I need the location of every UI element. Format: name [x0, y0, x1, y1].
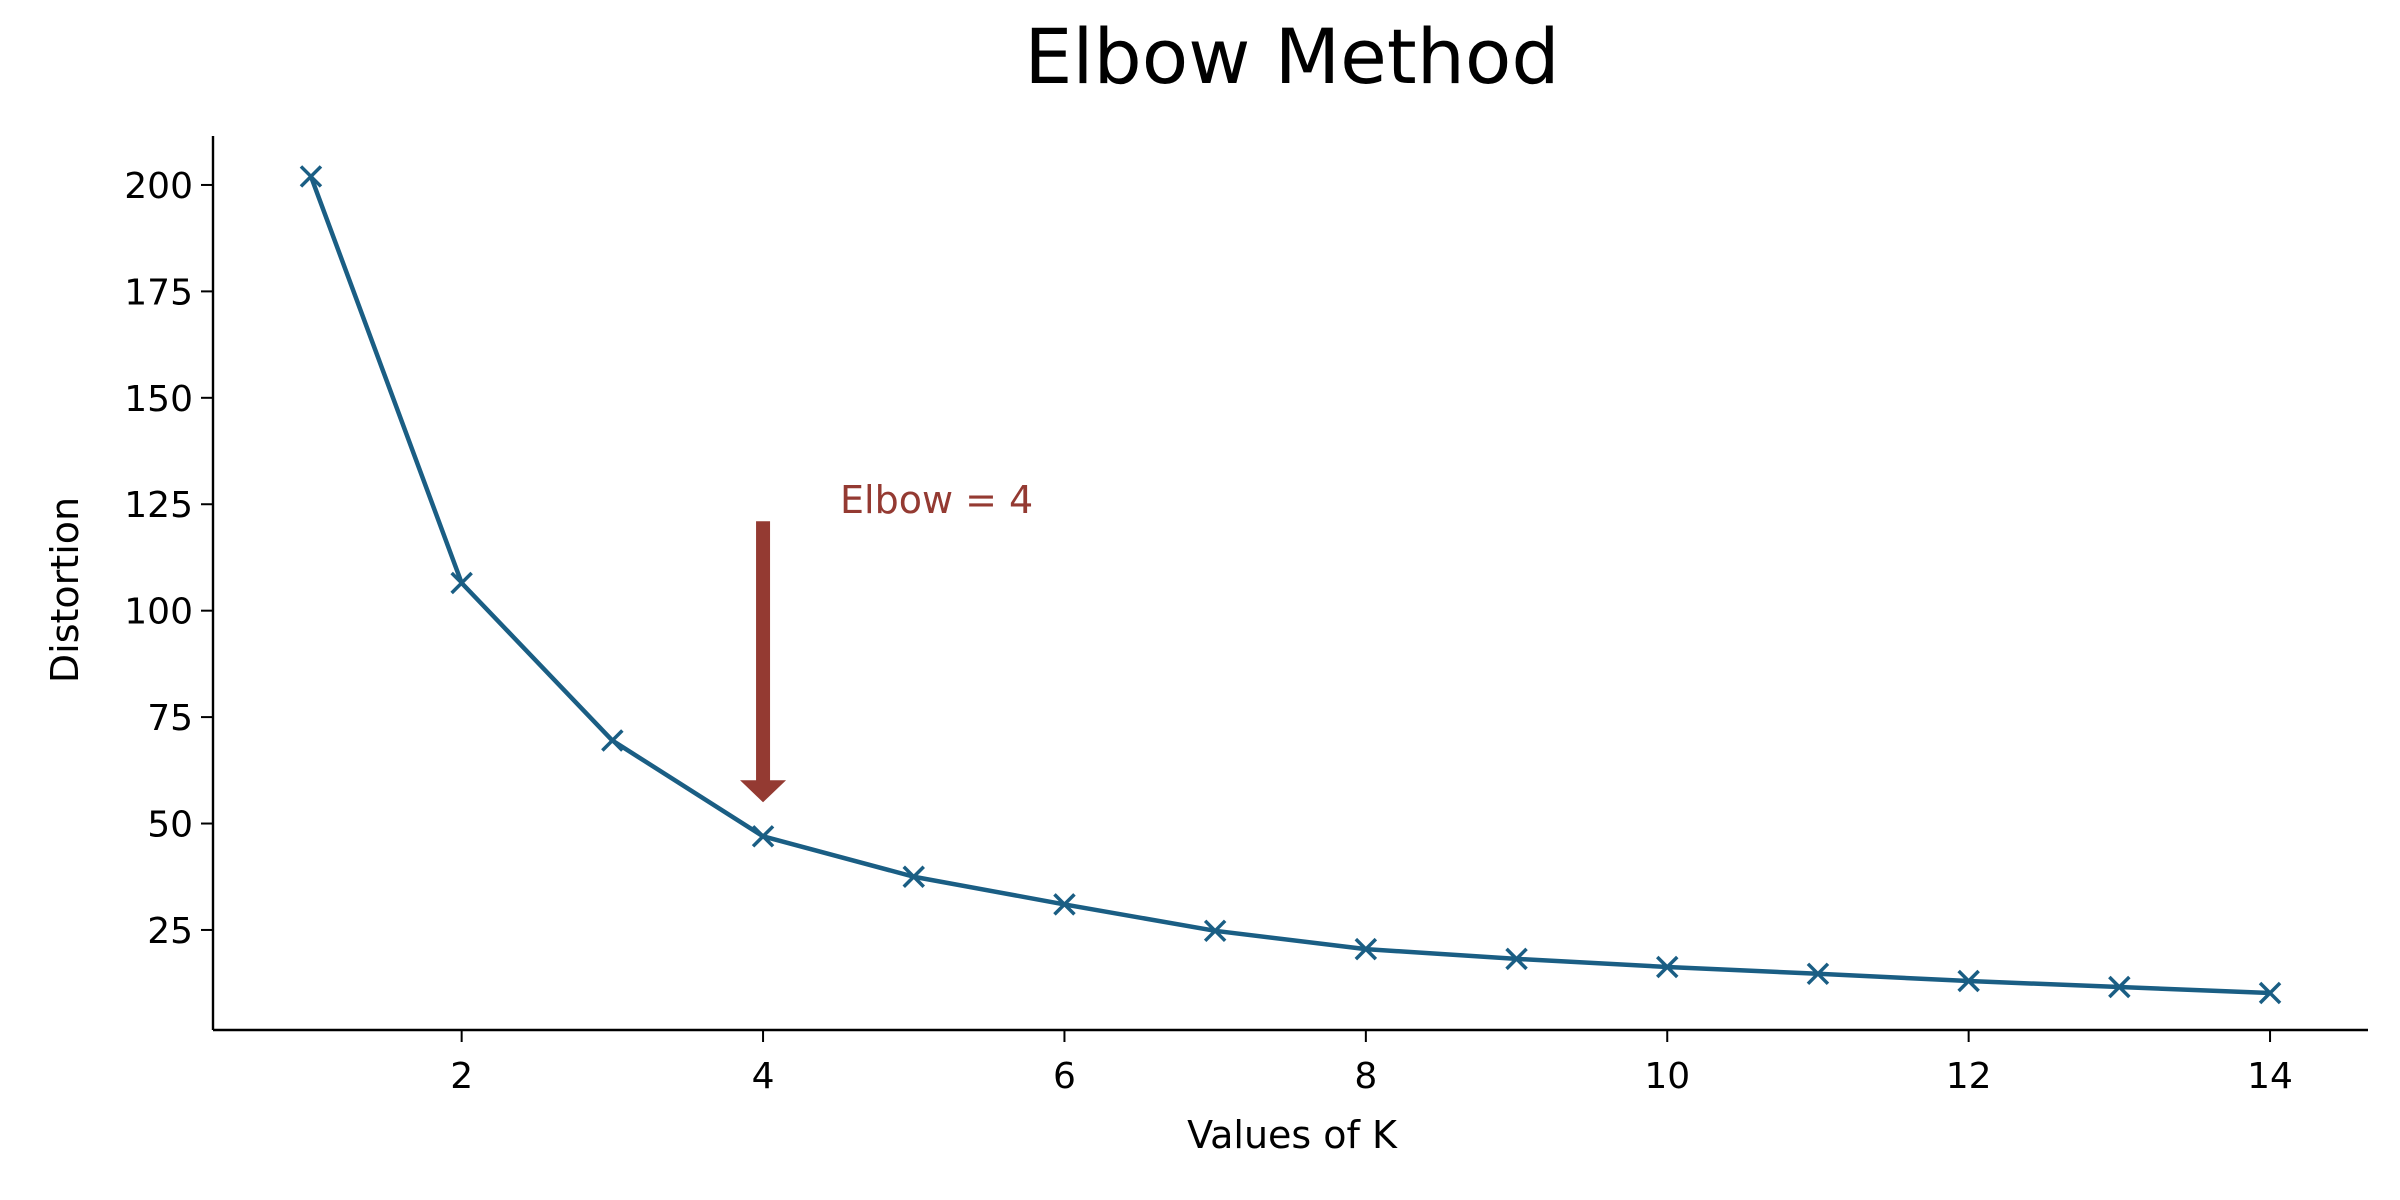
data-point-marker	[450, 571, 473, 595]
annotation: Elbow = 4	[740, 478, 1033, 803]
x-tick-label: 6	[1053, 1056, 1076, 1097]
x-tick-label: 10	[1644, 1056, 1690, 1097]
y-tick-label: 200	[124, 166, 193, 207]
data-point-marker	[2108, 975, 2131, 999]
y-tick-label: 100	[124, 592, 193, 633]
data-point-marker	[2258, 981, 2282, 1005]
data-point-marker	[1806, 962, 1830, 986]
y-tick-label: 75	[147, 698, 193, 739]
data-point-marker	[1957, 969, 1980, 993]
elbow-arrow	[740, 521, 787, 803]
x-tick-label: 4	[752, 1056, 775, 1097]
data-point-marker	[751, 825, 775, 848]
x-tick-label: 14	[2247, 1056, 2293, 1097]
series-line	[308, 175, 2271, 996]
axes: 2 4 6 8 10 12 14 25 50 75 100 125 150 175 200	[124, 136, 2368, 1097]
data-point-marker	[902, 865, 925, 888]
data-point-marker	[1505, 947, 1528, 971]
chart-title: Elbow Method	[1024, 12, 1559, 101]
x-tick-label: 2	[450, 1056, 473, 1097]
data-point-marker	[1656, 955, 1679, 979]
y-tick-label: 50	[147, 805, 193, 846]
y-axis-label: Distortion	[43, 497, 87, 683]
elbow-annotation-text: Elbow = 4	[840, 478, 1033, 522]
data-point-marker	[1053, 893, 1076, 916]
data-point-marker	[299, 165, 323, 188]
y-tick-label: 25	[147, 911, 193, 952]
x-axis-label: Values of K	[1187, 1113, 1398, 1157]
y-tick-label: 125	[124, 485, 193, 526]
data-point-marker	[1354, 937, 1378, 961]
y-tick-label: 175	[124, 272, 193, 313]
data-point-marker	[1203, 919, 1227, 943]
x-tick-label: 8	[1354, 1056, 1377, 1097]
y-tick-label: 150	[124, 379, 193, 420]
x-tick-label: 12	[1946, 1056, 1992, 1097]
plot-marks	[299, 165, 2282, 1005]
data-point-marker	[601, 729, 624, 752]
